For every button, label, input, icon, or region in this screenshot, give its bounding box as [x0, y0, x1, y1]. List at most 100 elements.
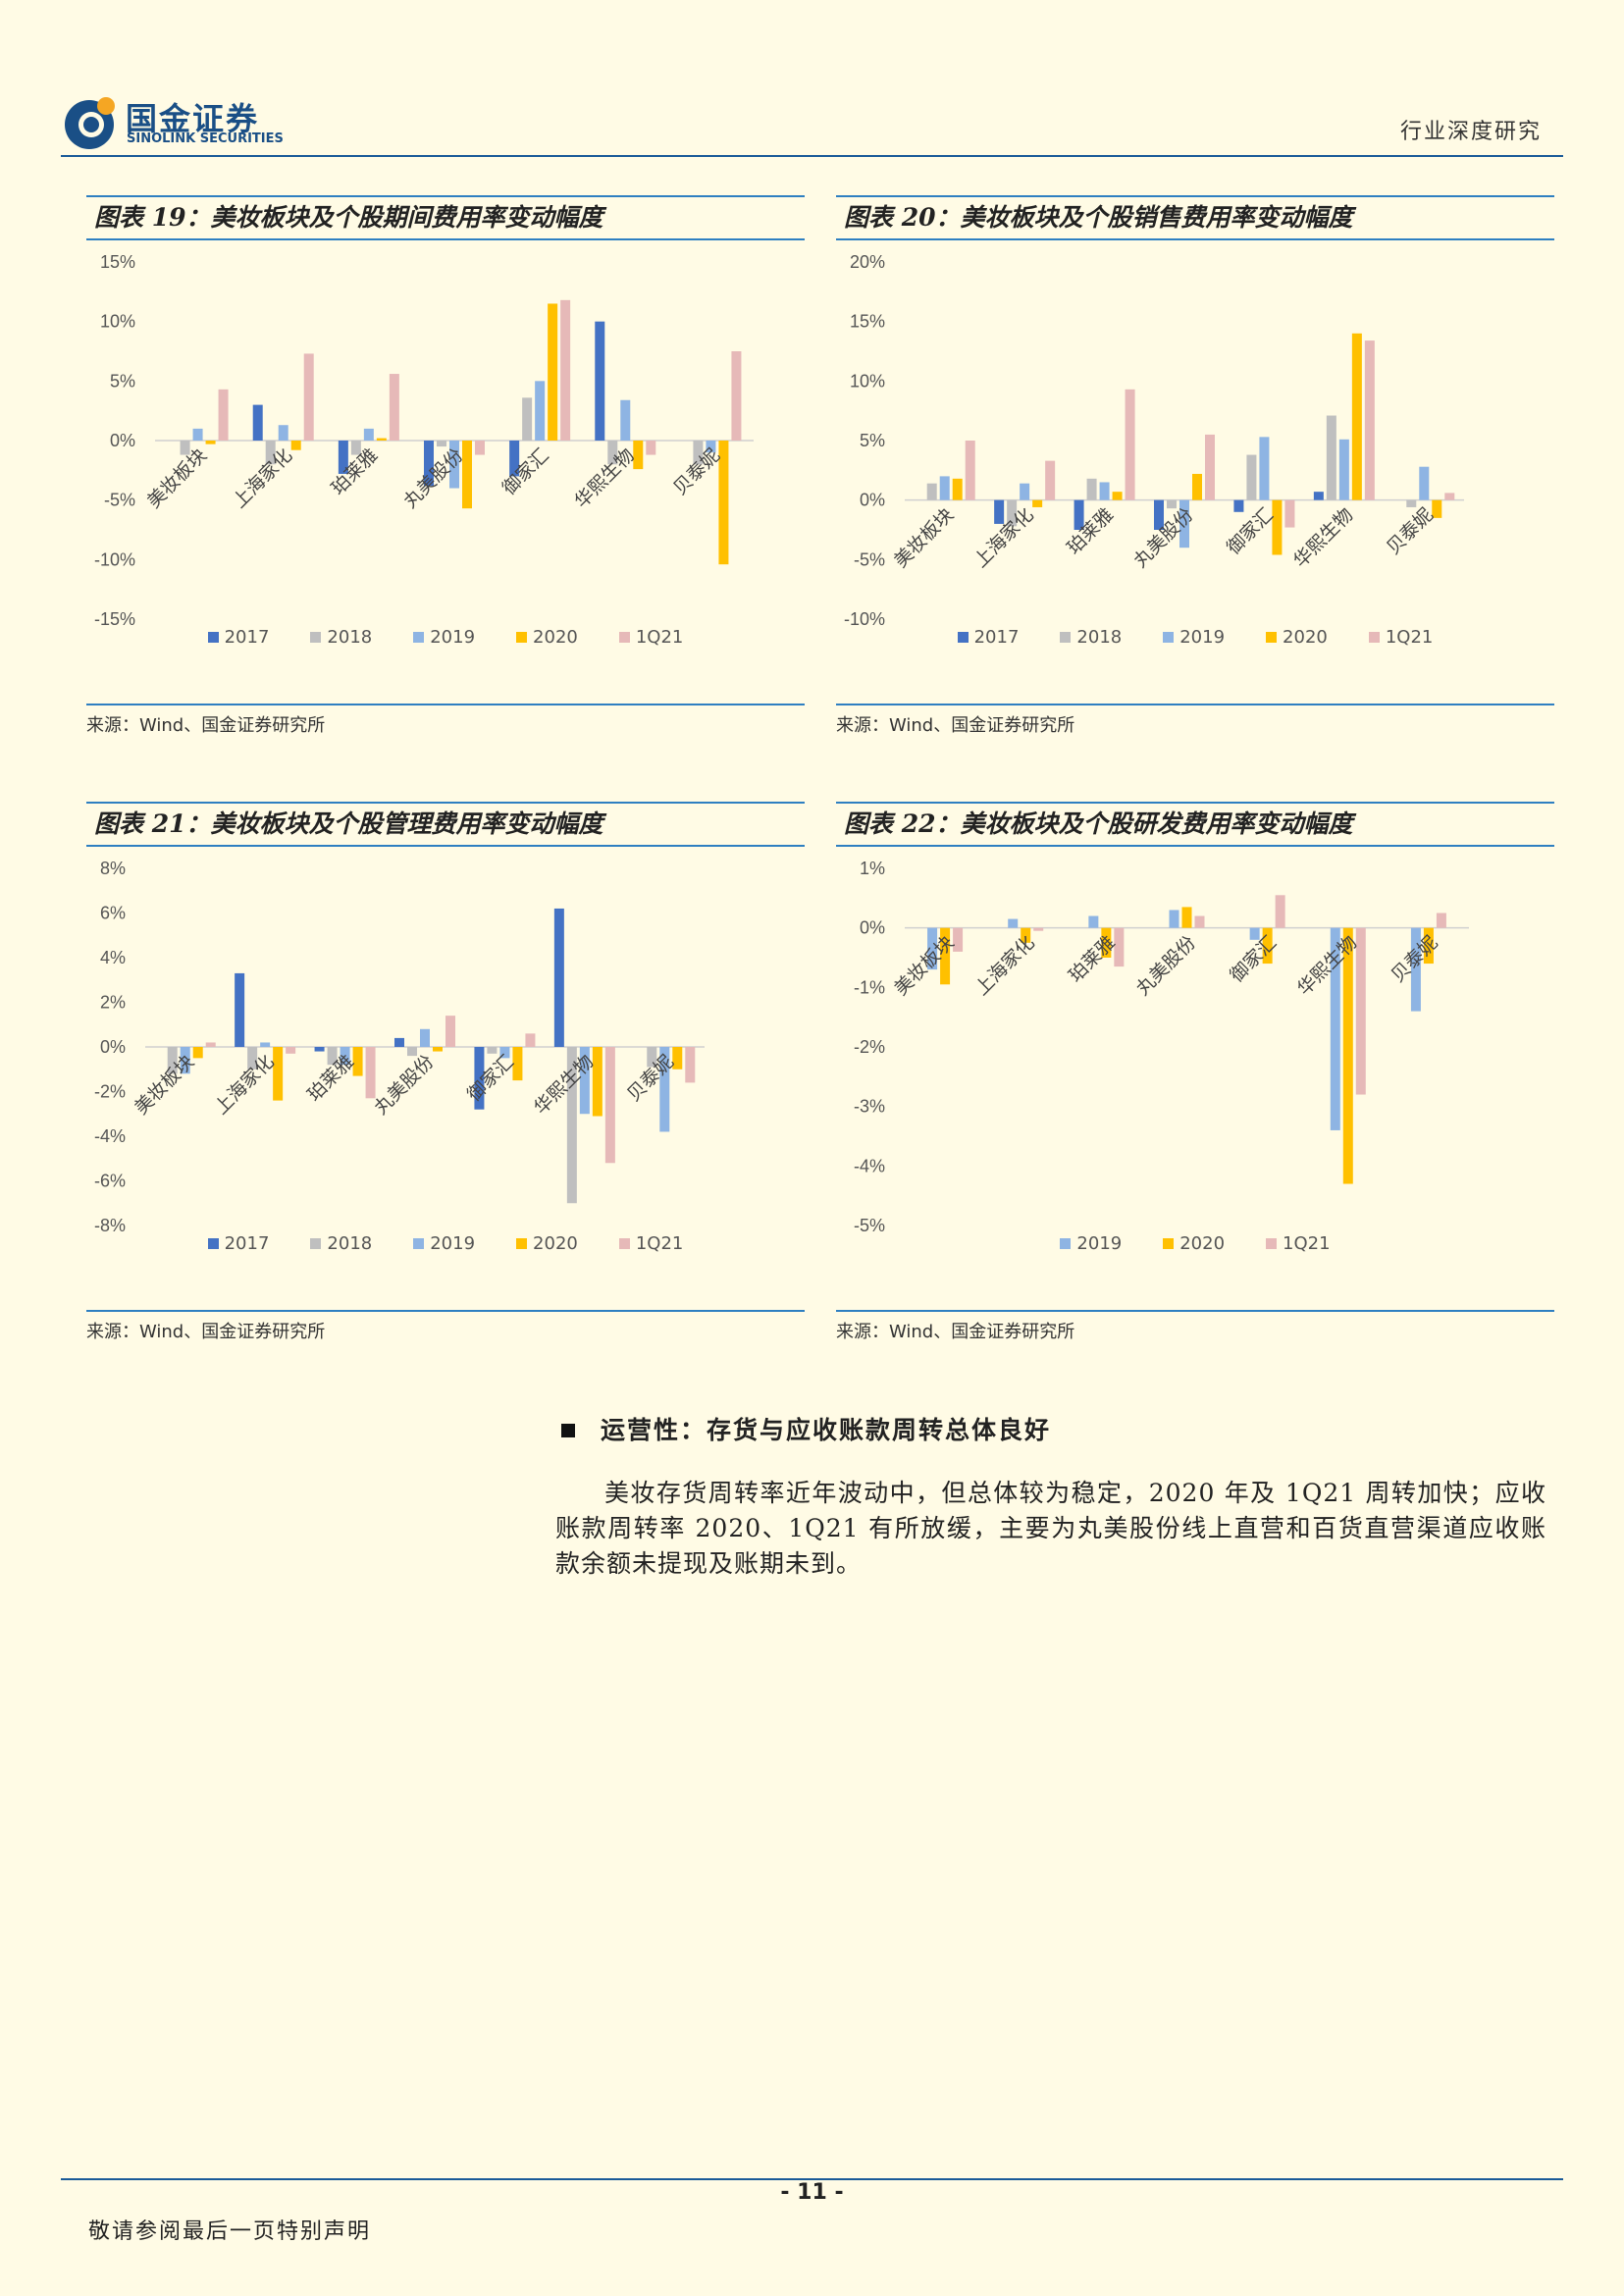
- bar-2018: [180, 441, 190, 455]
- legend-label: 1Q21: [635, 1233, 684, 1254]
- bar-1Q21: [205, 1042, 216, 1047]
- bar-2017: [252, 404, 263, 441]
- bar-2020: [1101, 927, 1112, 958]
- chart-legend: 2019 2020 1Q21: [836, 1233, 1554, 1254]
- bar-2020: [952, 478, 963, 500]
- legend-swatch: [1060, 1238, 1072, 1249]
- bar-2020: [592, 1047, 602, 1117]
- y-tick-label: -2%: [94, 1082, 126, 1102]
- company-logo: 国金证券 SINOLINK SECURITIES: [61, 94, 296, 151]
- category-label: 贝泰妮: [1383, 504, 1438, 559]
- bar-2020: [1181, 907, 1192, 928]
- legend-swatch: [207, 632, 219, 643]
- legend-item-2019: 2019: [413, 1233, 475, 1254]
- bar-2020: [1032, 499, 1043, 507]
- bar-2020: [205, 441, 216, 444]
- legend-label: 1Q21: [1283, 1233, 1331, 1254]
- bar-2019: [449, 441, 459, 489]
- chart-source: 来源：Wind、国金证券研究所: [836, 704, 1554, 745]
- bar-2020: [512, 1047, 523, 1081]
- legend-item-2017: 2017: [207, 1233, 269, 1254]
- bar-1Q21: [1125, 389, 1135, 500]
- y-tick-label: 15%: [100, 252, 135, 272]
- bar-2019: [1410, 927, 1421, 1012]
- bar-2018: [265, 441, 276, 465]
- bar-2019: [927, 927, 938, 970]
- y-tick-label: 5%: [860, 431, 885, 450]
- bar-1Q21: [1436, 913, 1446, 928]
- bar-1Q21: [475, 441, 485, 455]
- legend-label: 2017: [224, 627, 270, 648]
- bar-2018: [647, 1047, 657, 1068]
- legend-swatch: [310, 632, 322, 643]
- bar-2018: [350, 441, 361, 455]
- legend-item-2018: 2018: [310, 627, 372, 648]
- bar-1Q21: [389, 374, 399, 441]
- chart-panel-22: 图表 22：美妆板块及个股研发费用率变动幅度 1% 0% -1% -2% -3% -4% -…: [836, 802, 1554, 1351]
- page-number: - 11 -: [780, 2180, 844, 2205]
- legend-swatch: [618, 632, 630, 643]
- legend-swatch: [618, 1238, 630, 1249]
- bar-2019: [1259, 437, 1270, 500]
- bar-2020: [1423, 927, 1434, 965]
- bar-2020: [376, 438, 387, 441]
- bar-1Q21: [965, 441, 975, 500]
- legend-label: 2020: [1179, 1233, 1226, 1254]
- chart-panel-21: 图表 21：美妆板块及个股管理费用率变动幅度 8% 6% 4% 2% 0% -2% -4% -…: [86, 802, 805, 1351]
- legend-swatch: [516, 1238, 528, 1249]
- y-tick-label: -2%: [854, 1037, 885, 1057]
- category-label: 珀莱雅: [1063, 504, 1118, 559]
- y-tick-label: 0%: [860, 491, 885, 510]
- disclaimer-note: 敬请参阅最后一页特别声明: [88, 2219, 372, 2244]
- bar-2019: [1088, 915, 1099, 928]
- category-label: 上海家化: [229, 444, 296, 512]
- legend-swatch: [1060, 632, 1072, 643]
- bar-2020: [433, 1047, 443, 1052]
- bar-2020: [548, 303, 558, 441]
- report-type: 行业深度研究: [1399, 120, 1542, 144]
- bar-2019: [1249, 927, 1260, 940]
- bar-2018: [407, 1047, 417, 1057]
- legend-label: 2019: [430, 627, 476, 648]
- chart-source: 来源：Wind、国金证券研究所: [836, 1310, 1554, 1351]
- legend-label: 2018: [1076, 627, 1123, 648]
- y-tick-label: 10%: [850, 371, 885, 391]
- bar-2017: [474, 1047, 485, 1110]
- y-tick-label: -15%: [94, 609, 135, 629]
- category-label: 华熙生物: [571, 444, 639, 512]
- category-label: 丸美股份: [1132, 932, 1200, 1000]
- y-tick-label: -6%: [94, 1172, 126, 1191]
- legend-label: 2020: [1283, 627, 1328, 648]
- bar-2020: [462, 441, 472, 509]
- category-label: 上海家化: [970, 932, 1038, 1000]
- y-tick-label: -4%: [854, 1156, 885, 1175]
- section-heading: 运营性：存货与应收账款周转总体良好: [555, 1411, 1546, 1446]
- chart-area: 1% 0% -1% -2% -3% -4% -5% 美妆板块 上海家化 珀莱雅 丸美股份 御家汇 华熙生…: [836, 847, 1554, 1310]
- y-tick-label: 1%: [860, 859, 885, 878]
- bar-2019: [1099, 482, 1110, 500]
- bar-2019: [579, 1047, 590, 1115]
- bar-2018: [522, 397, 533, 441]
- legend-label: 2020: [533, 627, 578, 648]
- legend-swatch: [1163, 632, 1175, 643]
- bar-2020: [1112, 492, 1123, 500]
- bar-2017: [235, 972, 245, 1047]
- bar-2018: [487, 1047, 498, 1054]
- legend-label: 2017: [973, 627, 1020, 648]
- legend-item-2019: 2019: [1060, 1233, 1122, 1254]
- category-label: 御家汇: [463, 1051, 518, 1106]
- legend-swatch: [413, 1238, 425, 1249]
- bar-1Q21: [685, 1047, 696, 1083]
- y-tick-label: 5%: [110, 371, 135, 391]
- category-label: 美妆板块: [890, 504, 958, 572]
- chart-svg: 8%6%4%2%0%-2%-4%-6%-8%美妆板块 上海家化 珀莱雅 丸美股份 御家汇…: [94, 859, 705, 1235]
- bar-2017: [424, 441, 434, 487]
- legend-swatch: [413, 632, 425, 643]
- chart-area: 8% 6% 4% 2% 0% -2% -4% -6% -8% 美妆板块 上海家化 珀莱雅 丸美股份 御家汇…: [86, 847, 805, 1310]
- category-label: 丸美股份: [370, 1051, 438, 1119]
- legend-label: 2018: [327, 1233, 373, 1254]
- bar-1Q21: [953, 927, 964, 952]
- chart-title: 图表 19：美妆板块及个股期间费用率变动幅度: [86, 195, 805, 240]
- y-tick-label: -8%: [94, 1216, 126, 1235]
- bar-2020: [1272, 499, 1283, 555]
